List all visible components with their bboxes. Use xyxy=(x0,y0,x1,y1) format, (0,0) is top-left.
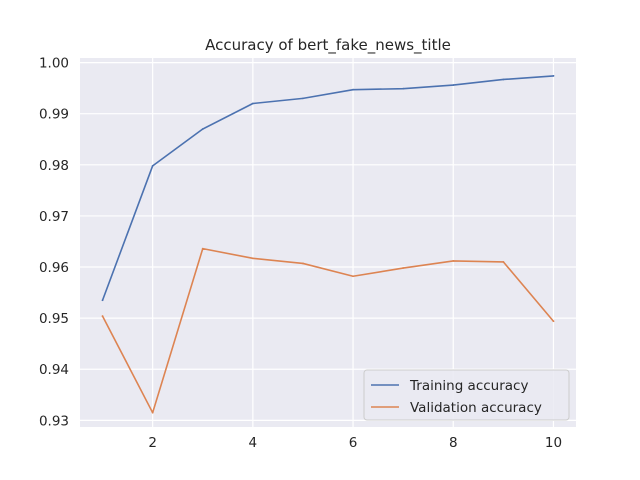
legend-box xyxy=(363,369,570,421)
data-point xyxy=(402,87,405,90)
data-point xyxy=(151,411,154,414)
data-point xyxy=(452,84,455,86)
data-point xyxy=(302,97,304,100)
data-point xyxy=(502,261,505,263)
x-axis: 2 4 6 8 10 xyxy=(148,435,562,451)
y-tick-label: 0.99 xyxy=(39,107,69,123)
series-line-training-accuracy xyxy=(101,75,555,302)
legend: Training accuracy Validation accuracy xyxy=(363,369,570,421)
data-point xyxy=(151,164,154,167)
x-tick-label: 10 xyxy=(545,435,562,451)
y-tick-label: 0.96 xyxy=(39,260,69,276)
data-point xyxy=(552,74,555,77)
data-point xyxy=(352,275,354,278)
data-point xyxy=(251,257,254,260)
x-tick-label: 6 xyxy=(349,435,358,451)
data-point xyxy=(352,88,354,91)
y-tick-label: 0.98 xyxy=(39,158,69,174)
grid-lines xyxy=(80,58,576,427)
y-tick-label: 0.95 xyxy=(39,311,69,327)
plot-area xyxy=(80,58,576,427)
data-point xyxy=(552,320,555,323)
data-point xyxy=(201,128,204,130)
data-point xyxy=(251,102,254,105)
y-tick-label: 0.94 xyxy=(39,362,69,378)
y-tick-label: 0.93 xyxy=(39,413,69,429)
data-point xyxy=(101,299,104,302)
legend-label: Validation accuracy xyxy=(410,400,542,416)
y-tick-label: 1.00 xyxy=(39,56,69,72)
series-layer xyxy=(101,74,555,414)
series-line-validation-accuracy xyxy=(101,247,555,414)
x-tick-label: 2 xyxy=(148,435,157,451)
x-tick-label: 8 xyxy=(449,435,458,451)
data-point xyxy=(402,267,405,269)
data-point xyxy=(302,262,304,265)
chart-title: Accuracy of bert_fake_news_title xyxy=(205,36,451,55)
legend-label: Training accuracy xyxy=(409,378,528,394)
data-point xyxy=(201,247,204,250)
data-point xyxy=(502,78,505,81)
y-tick-label: 0.97 xyxy=(39,209,69,225)
x-tick-label: 4 xyxy=(249,435,258,451)
data-point xyxy=(452,259,455,262)
data-point xyxy=(101,315,104,317)
y-axis: 0.93 0.94 0.95 0.96 0.97 0.98 0.99 1.00 xyxy=(39,56,69,430)
